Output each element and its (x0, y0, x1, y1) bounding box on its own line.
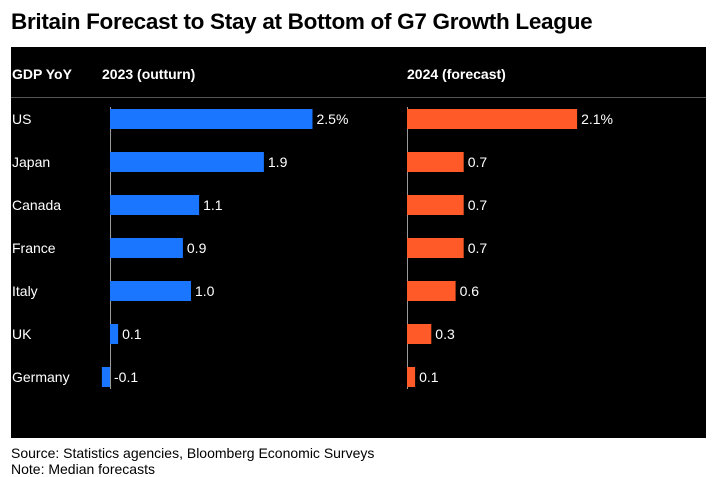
bar-2023-uk (110, 324, 119, 344)
data-label: 2.1% (581, 111, 613, 127)
data-label: 1.1 (203, 197, 223, 213)
category-label: Germany (12, 369, 70, 385)
bar-2024-uk (407, 324, 432, 344)
bar-2024-france (407, 238, 464, 258)
bar-2023-france (110, 238, 183, 258)
category-label: Canada (12, 197, 61, 213)
chart-title: Britain Forecast to Stay at Bottom of G7… (11, 9, 593, 34)
chart-panel: GDP YoY 2023 (outturn) 2024 (forecast) U… (11, 47, 706, 438)
data-label: 0.1 (419, 369, 439, 385)
footnote: Note: Median forecasts (11, 461, 155, 477)
data-label: 0.7 (468, 197, 488, 213)
bar-2023-italy (110, 281, 191, 301)
bar-2024-us (407, 109, 578, 129)
bar-2023-us (110, 109, 313, 129)
data-label: 0.7 (468, 154, 488, 170)
header-2024: 2024 (forecast) (407, 66, 506, 82)
bar-2024-germany (407, 367, 416, 387)
category-label: Italy (12, 283, 38, 299)
data-label: 0.3 (435, 326, 455, 342)
data-label: 0.7 (468, 240, 488, 256)
data-label: 0.6 (460, 283, 480, 299)
category-label: France (12, 240, 56, 256)
bar-2023-canada (110, 195, 200, 215)
bar-2023-japan (110, 152, 264, 172)
source-note: Source: Statistics agencies, Bloomberg E… (11, 445, 375, 461)
category-label: Japan (12, 154, 50, 170)
data-label: 0.9 (187, 240, 207, 256)
data-label: 1.0 (195, 283, 215, 299)
data-label: -0.1 (114, 369, 138, 385)
category-label: UK (12, 326, 32, 342)
bar-2023-germany (101, 367, 110, 387)
header-2023: 2023 (outturn) (102, 66, 196, 82)
data-label: 0.1 (122, 326, 142, 342)
bar-chart: US 2.5% 2.1% Japan 1.9 0.7 Canada 1.1 0.7 France 0… (12, 107, 613, 389)
bar-2024-italy (407, 281, 456, 301)
header-divider (11, 97, 706, 98)
data-label: 2.5% (317, 111, 349, 127)
category-label: US (12, 111, 31, 127)
bar-2024-japan (407, 152, 464, 172)
category-header: GDP YoY (12, 66, 72, 82)
data-label: 1.9 (268, 154, 288, 170)
bar-2024-canada (407, 195, 464, 215)
